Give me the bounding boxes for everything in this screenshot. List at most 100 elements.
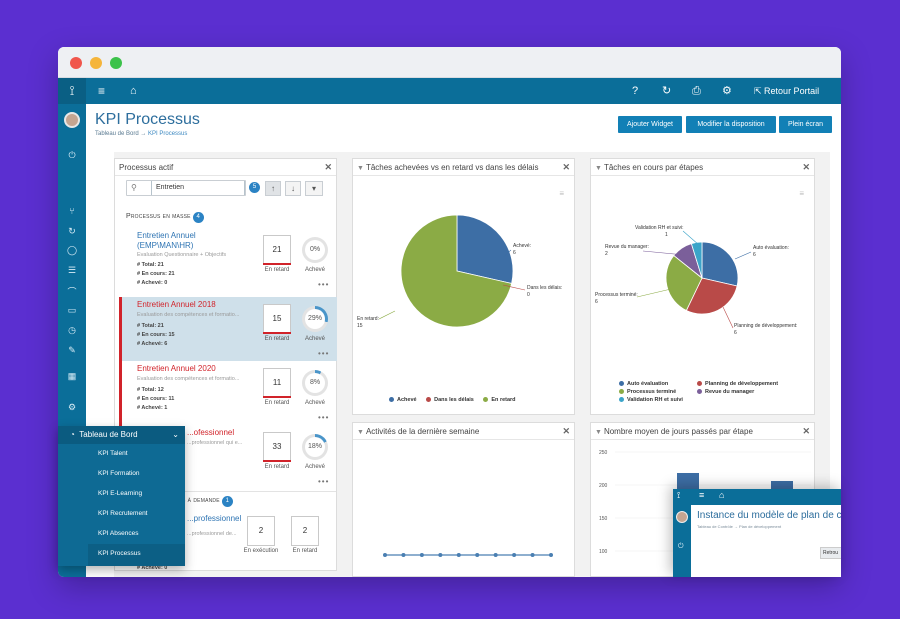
more-options-icon[interactable]: ••• xyxy=(318,349,330,358)
line-point[interactable] xyxy=(401,553,406,557)
menu-item-kpi-talent[interactable]: KPI Talent xyxy=(88,444,185,464)
retard-label: En retard xyxy=(264,267,290,273)
line-point[interactable] xyxy=(530,553,535,557)
settings-gear-icon[interactable]: ⚙ xyxy=(722,85,732,97)
line-point[interactable] xyxy=(383,553,387,557)
process-title[interactable]: Entretien Annuel (EMP\MAN\HR) xyxy=(137,231,196,250)
retour-portail-link[interactable]: ⇱ Retour Portail xyxy=(754,78,819,104)
menu-item-kpi-formation[interactable]: KPI Formation xyxy=(88,464,185,484)
hamburger-menu-icon[interactable]: ≡ xyxy=(699,490,705,500)
sync-icon[interactable]: ↻ xyxy=(68,226,76,236)
line-point[interactable] xyxy=(419,553,424,557)
stat-encours: # En cours: 21 xyxy=(137,271,175,277)
fullscreen-button[interactable]: Plein écran xyxy=(779,116,832,133)
user-avatar[interactable] xyxy=(64,112,80,128)
maximize-window-button[interactable] xyxy=(110,57,122,69)
print-icon[interactable]: ⎙ xyxy=(692,85,701,97)
sort-down-button[interactable]: ↓ xyxy=(285,181,301,196)
overdue-indicator xyxy=(119,297,122,361)
breadcrumb-home-link[interactable]: Tableau de Bord xyxy=(95,131,139,137)
menu-item-kpi-recrutement[interactable]: KPI Recrutement xyxy=(88,504,185,524)
process-item[interactable]: Entretien Annuel 2020 Evaluation des com… xyxy=(119,361,337,425)
process-title[interactable]: ...professionnel xyxy=(187,514,242,523)
process-title[interactable]: Entretien Annuel 2018 xyxy=(137,300,216,309)
money-icon[interactable]: ▭ xyxy=(67,305,77,315)
line-point[interactable] xyxy=(475,553,480,557)
pie-slice[interactable] xyxy=(456,214,514,284)
overlay-button[interactable]: Retrou xyxy=(820,547,841,559)
line-point[interactable] xyxy=(549,553,553,557)
chart-menu-icon[interactable]: ≡ xyxy=(799,189,804,198)
branch-icon[interactable]: ⑂ xyxy=(69,206,75,216)
chart-icon[interactable]: ⌒ xyxy=(67,287,77,297)
line-point[interactable] xyxy=(438,553,443,557)
process-item[interactable]: Entretien Annuel (EMP\MAN\HR) Evaluation… xyxy=(119,228,337,292)
refresh-icon[interactable]: ↻ xyxy=(662,85,672,97)
pie-slice[interactable] xyxy=(690,241,703,279)
table-icon[interactable]: ▦ xyxy=(67,371,77,381)
hamburger-menu-icon[interactable]: ≡ xyxy=(98,84,106,98)
legend-item[interactable]: Processus terminé xyxy=(619,388,697,396)
home-icon[interactable]: ⌂ xyxy=(130,85,137,97)
pie-slice[interactable] xyxy=(665,254,703,311)
line-point[interactable] xyxy=(456,553,461,557)
close-window-button[interactable] xyxy=(70,57,82,69)
chat-icon[interactable]: ◯ xyxy=(66,245,78,255)
help-icon[interactable]: ? xyxy=(632,85,639,97)
process-item[interactable]: Entretien Annuel 2018 Evaluation des com… xyxy=(119,297,337,361)
menu-item-kpi-elearning[interactable]: KPI E-Learning xyxy=(88,484,185,504)
process-item[interactable]: ...professionnel ...professionnel de... … xyxy=(119,511,337,571)
chevron-down-icon[interactable]: ⌄ xyxy=(172,430,179,439)
add-widget-button[interactable]: Ajouter Widget xyxy=(618,116,682,133)
close-panel-icon[interactable]: ✕ xyxy=(324,162,332,172)
power-icon[interactable]: ⏻ xyxy=(678,543,684,550)
filter-icon[interactable]: ▼ xyxy=(595,165,602,172)
clock-icon[interactable]: ◷ xyxy=(68,325,76,335)
list-icon[interactable]: ☰ xyxy=(67,265,77,275)
legend-item[interactable]: Achevé xyxy=(389,397,417,403)
filter-icon[interactable]: ▼ xyxy=(357,429,364,436)
more-options-icon[interactable]: ••• xyxy=(318,280,330,289)
legend-item[interactable]: Dans les délais xyxy=(426,397,474,403)
sort-up-button[interactable]: ↑ xyxy=(265,181,281,196)
pie-slice[interactable] xyxy=(701,241,739,287)
modify-layout-button[interactable]: Modifier la disposition xyxy=(686,116,776,133)
more-options-icon[interactable]: ••• xyxy=(318,477,330,486)
menu-item-kpi-absences[interactable]: KPI Absences xyxy=(88,524,185,544)
pen-icon[interactable]: ✎ xyxy=(68,345,76,355)
more-options-icon[interactable]: ••• xyxy=(318,413,330,422)
minimize-window-button[interactable] xyxy=(90,57,102,69)
progress-ring: 0% xyxy=(302,237,328,263)
process-title[interactable]: ...ofessionnel xyxy=(187,428,235,437)
close-panel-icon[interactable]: ✕ xyxy=(802,426,810,436)
close-panel-icon[interactable]: ✕ xyxy=(802,162,810,172)
legend-item[interactable]: Auto évaluation xyxy=(619,380,697,388)
process-title[interactable]: Entretien Annuel 2020 xyxy=(137,364,216,373)
menu-item-kpi-processus[interactable]: KPI Processus xyxy=(88,544,185,566)
chart-menu-icon[interactable]: ≡ xyxy=(559,189,564,198)
sort-dropdown-button[interactable]: ▾ xyxy=(305,181,323,196)
settings-icon[interactable]: ⚙ xyxy=(67,402,77,412)
close-panel-icon[interactable]: ✕ xyxy=(562,162,570,172)
line-chart-activites xyxy=(383,553,553,557)
app-logo-icon[interactable]: ⟟ xyxy=(58,78,86,104)
pie-slice[interactable] xyxy=(685,277,738,315)
legend-item[interactable]: Revue du manager xyxy=(697,389,754,395)
pie-slice[interactable] xyxy=(400,214,513,328)
retard-count-box: 21 xyxy=(263,235,291,265)
search-icon[interactable]: ⚲ xyxy=(131,183,137,192)
legend-item[interactable]: Planning de développement xyxy=(697,381,778,387)
power-icon[interactable]: ⏻ xyxy=(68,150,76,160)
legend-item[interactable]: En retard xyxy=(483,397,516,403)
legend-item[interactable]: Validation RH et suivi xyxy=(619,397,683,403)
filter-icon[interactable]: ▼ xyxy=(357,165,364,172)
process-desc: Evaluation Questionnaire + Objectifs xyxy=(137,252,227,258)
line-point[interactable] xyxy=(512,553,517,557)
home-icon[interactable]: ⌂ xyxy=(719,490,725,500)
search-input[interactable]: Entretien xyxy=(151,181,245,195)
section-masse-label: Processus en masse xyxy=(126,213,191,220)
filter-icon[interactable]: ▼ xyxy=(595,429,602,436)
menu-header-tableau-de-bord[interactable]: ◔ Tableau de Bord ⌄ xyxy=(58,426,185,444)
line-point[interactable] xyxy=(493,553,498,557)
close-panel-icon[interactable]: ✕ xyxy=(562,426,570,436)
